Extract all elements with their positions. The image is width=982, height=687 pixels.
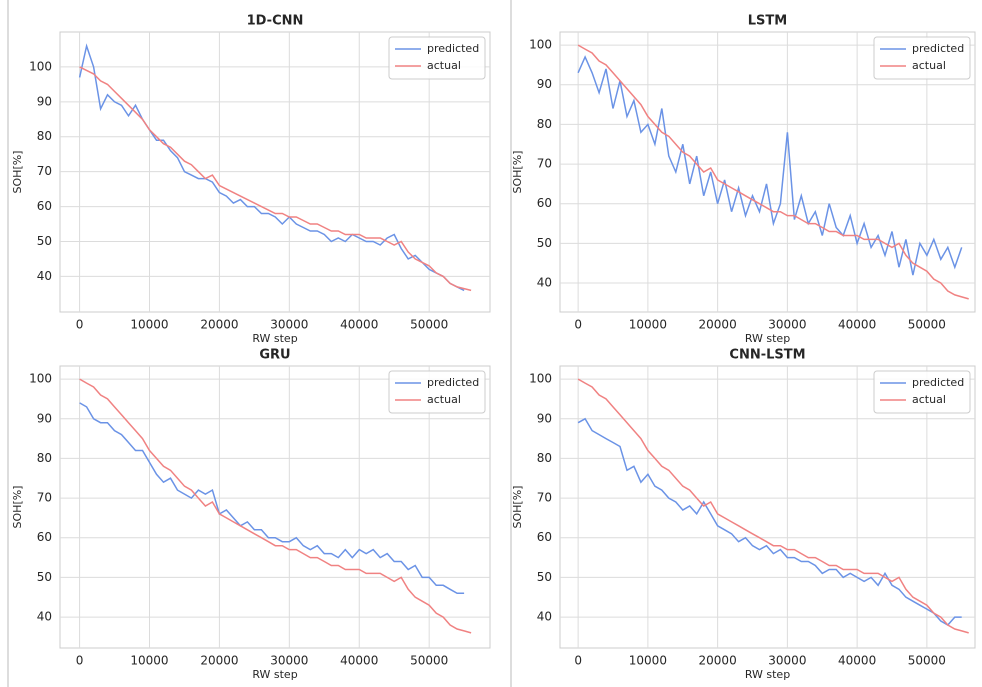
legend-box: [873, 370, 971, 414]
y-tick-label: 60: [37, 199, 52, 213]
x-tick-label: 0: [76, 318, 84, 332]
x-tick-label: 50000: [410, 654, 448, 668]
y-tick-label: 70: [537, 491, 552, 505]
y-tick-label: 50: [37, 570, 52, 584]
y-tick-label: 100: [29, 372, 52, 386]
y-tick-label: 80: [37, 129, 52, 143]
legend-label: actual: [912, 393, 946, 406]
legend-label: predicted: [427, 376, 479, 389]
subplot: 40 50 60 70 80 90 100 0 10000 20000 30000 40000 5000…: [11, 348, 491, 681]
legend-label: actual: [427, 393, 461, 406]
legend-label: actual: [427, 59, 461, 72]
x-tick-label: 30000: [270, 318, 308, 332]
x-tick-label: 50000: [410, 318, 448, 332]
series-line: [79, 402, 465, 595]
y-tick-label: 80: [537, 451, 552, 465]
y-tick-label: 100: [29, 59, 52, 73]
y-tick-label: 90: [537, 411, 552, 425]
y-tick-label: 60: [37, 530, 52, 544]
chart-title: CNN-LSTM: [729, 348, 805, 363]
x-tick-label: 40000: [838, 318, 876, 332]
x-tick-label: 30000: [768, 318, 806, 332]
y-axis-label: SOH[%]: [511, 486, 524, 529]
x-tick-label: 40000: [340, 318, 378, 332]
legend-box: [388, 36, 486, 80]
y-tick-label: 50: [537, 236, 552, 250]
x-tick-label: 0: [76, 654, 84, 668]
series-line: [79, 378, 472, 634]
legend-label: actual: [912, 59, 946, 72]
y-tick-label: 40: [37, 269, 52, 283]
x-tick-label: 10000: [629, 318, 667, 332]
y-tick-label: 50: [537, 570, 552, 584]
x-tick-label: 30000: [768, 654, 806, 668]
legend-label: predicted: [912, 42, 964, 55]
y-tick-label: 90: [37, 411, 52, 425]
series-line: [577, 378, 969, 634]
y-tick-label: 90: [537, 77, 552, 91]
y-tick-label: 100: [529, 372, 552, 386]
x-tick-label: 50000: [908, 654, 946, 668]
x-tick-label: 20000: [699, 318, 737, 332]
x-tick-label: 0: [574, 318, 582, 332]
x-tick-label: 10000: [629, 654, 667, 668]
y-axis-label: SOH[%]: [511, 151, 524, 194]
y-tick-label: 40: [537, 276, 552, 290]
subplot: 40 50 60 70 80 90 100 0 10000 20000 30000 40000 5000…: [511, 14, 976, 345]
legend-label: predicted: [912, 376, 964, 389]
y-tick-label: 60: [537, 530, 552, 544]
series-line: [577, 55, 963, 276]
y-tick-label: 70: [537, 157, 552, 171]
legend-box: [873, 36, 971, 80]
x-tick-label: 10000: [130, 654, 168, 668]
legend-box: [388, 370, 486, 414]
y-tick-label: 80: [537, 117, 552, 131]
chart-title: 1D-CNN: [247, 14, 304, 29]
x-tick-label: 20000: [699, 654, 737, 668]
x-tick-label: 0: [574, 654, 582, 668]
y-tick-label: 40: [537, 610, 552, 624]
series-line: [577, 417, 962, 626]
legend-label: predicted: [427, 42, 479, 55]
x-axis-label: RW step: [252, 332, 297, 345]
y-tick-label: 70: [37, 491, 52, 505]
x-tick-label: 40000: [838, 654, 876, 668]
y-axis-label: SOH[%]: [11, 151, 24, 194]
y-tick-label: 80: [37, 451, 52, 465]
x-axis-label: RW step: [252, 668, 297, 681]
y-tick-label: 40: [37, 610, 52, 624]
x-axis-label: RW step: [745, 668, 790, 681]
x-tick-label: 20000: [200, 654, 238, 668]
y-axis-label: SOH[%]: [11, 486, 24, 529]
y-tick-label: 50: [37, 234, 52, 248]
x-tick-label: 40000: [340, 654, 378, 668]
y-tick-label: 60: [537, 196, 552, 210]
x-tick-label: 20000: [200, 318, 238, 332]
chart-title: GRU: [259, 348, 290, 363]
y-tick-label: 90: [37, 94, 52, 108]
subplot: 40 50 60 70 80 90 100 0 10000 20000 30000 40000 5000…: [11, 14, 491, 345]
x-axis-label: RW step: [745, 332, 790, 345]
y-tick-label: 100: [529, 38, 552, 52]
series-line: [79, 66, 472, 292]
subplot: 40 50 60 70 80 90 100 0 10000 20000 30000 40000 5000…: [511, 348, 976, 681]
chart-title: LSTM: [748, 14, 787, 29]
y-tick-label: 70: [37, 164, 52, 178]
x-tick-label: 30000: [270, 654, 308, 668]
x-tick-label: 10000: [130, 318, 168, 332]
series-line: [577, 44, 969, 300]
x-tick-label: 50000: [908, 318, 946, 332]
